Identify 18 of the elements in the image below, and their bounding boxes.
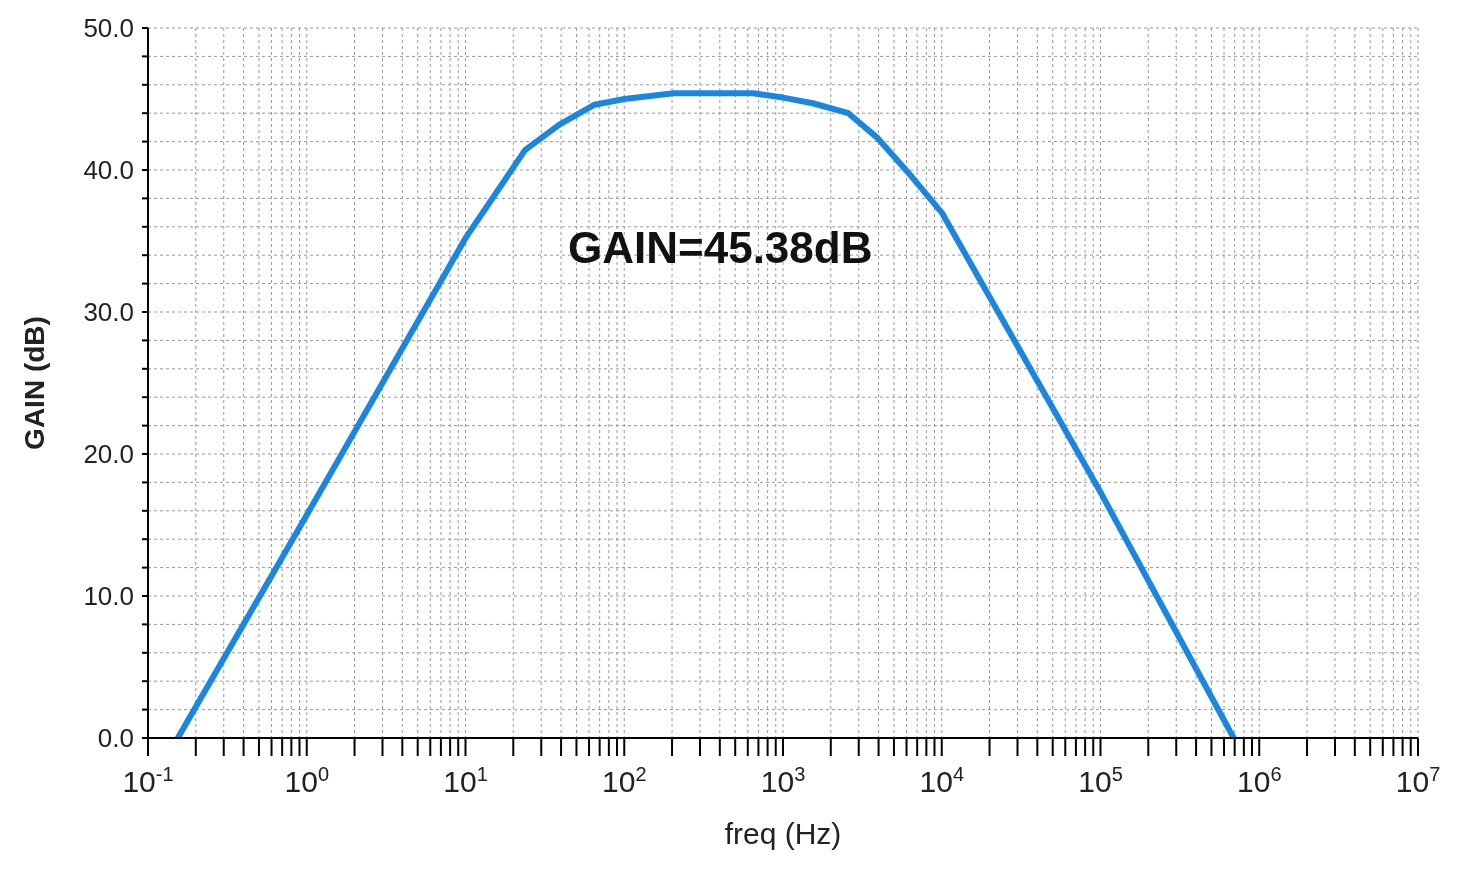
y-axis-title: GAIN (dB) [18,316,50,450]
x-tick-label: 10$^{1}$ [443,763,488,798]
y-tick-label: 20.0 [83,439,134,469]
y-tick-label: 0.0 [97,723,134,753]
x-tick-label: 10$^{2}$ [602,763,647,798]
x-tick-label: 10$^{0}$ [284,763,329,798]
y-tick-label: 30.0 [83,297,134,327]
y-tick-label: 10.0 [83,581,134,611]
x-tick-label: 10$^{3}$ [760,763,806,798]
x-tick-label: 10$^{6}$ [1237,763,1282,798]
x-tick-label: 10$^{5}$ [1078,763,1123,798]
x-tick-label: 10$^{7}$ [1395,763,1441,798]
x-axis-title: freq (Hz) [724,817,842,850]
x-tick-label: 10$^{4}$ [919,763,964,798]
y-tick-label: 40.0 [83,155,134,185]
x-tick-label: 10$^{-1}$ [122,763,174,798]
y-tick-label: 50.0 [83,13,134,43]
annotation: GAIN=45.38dB [568,223,873,273]
